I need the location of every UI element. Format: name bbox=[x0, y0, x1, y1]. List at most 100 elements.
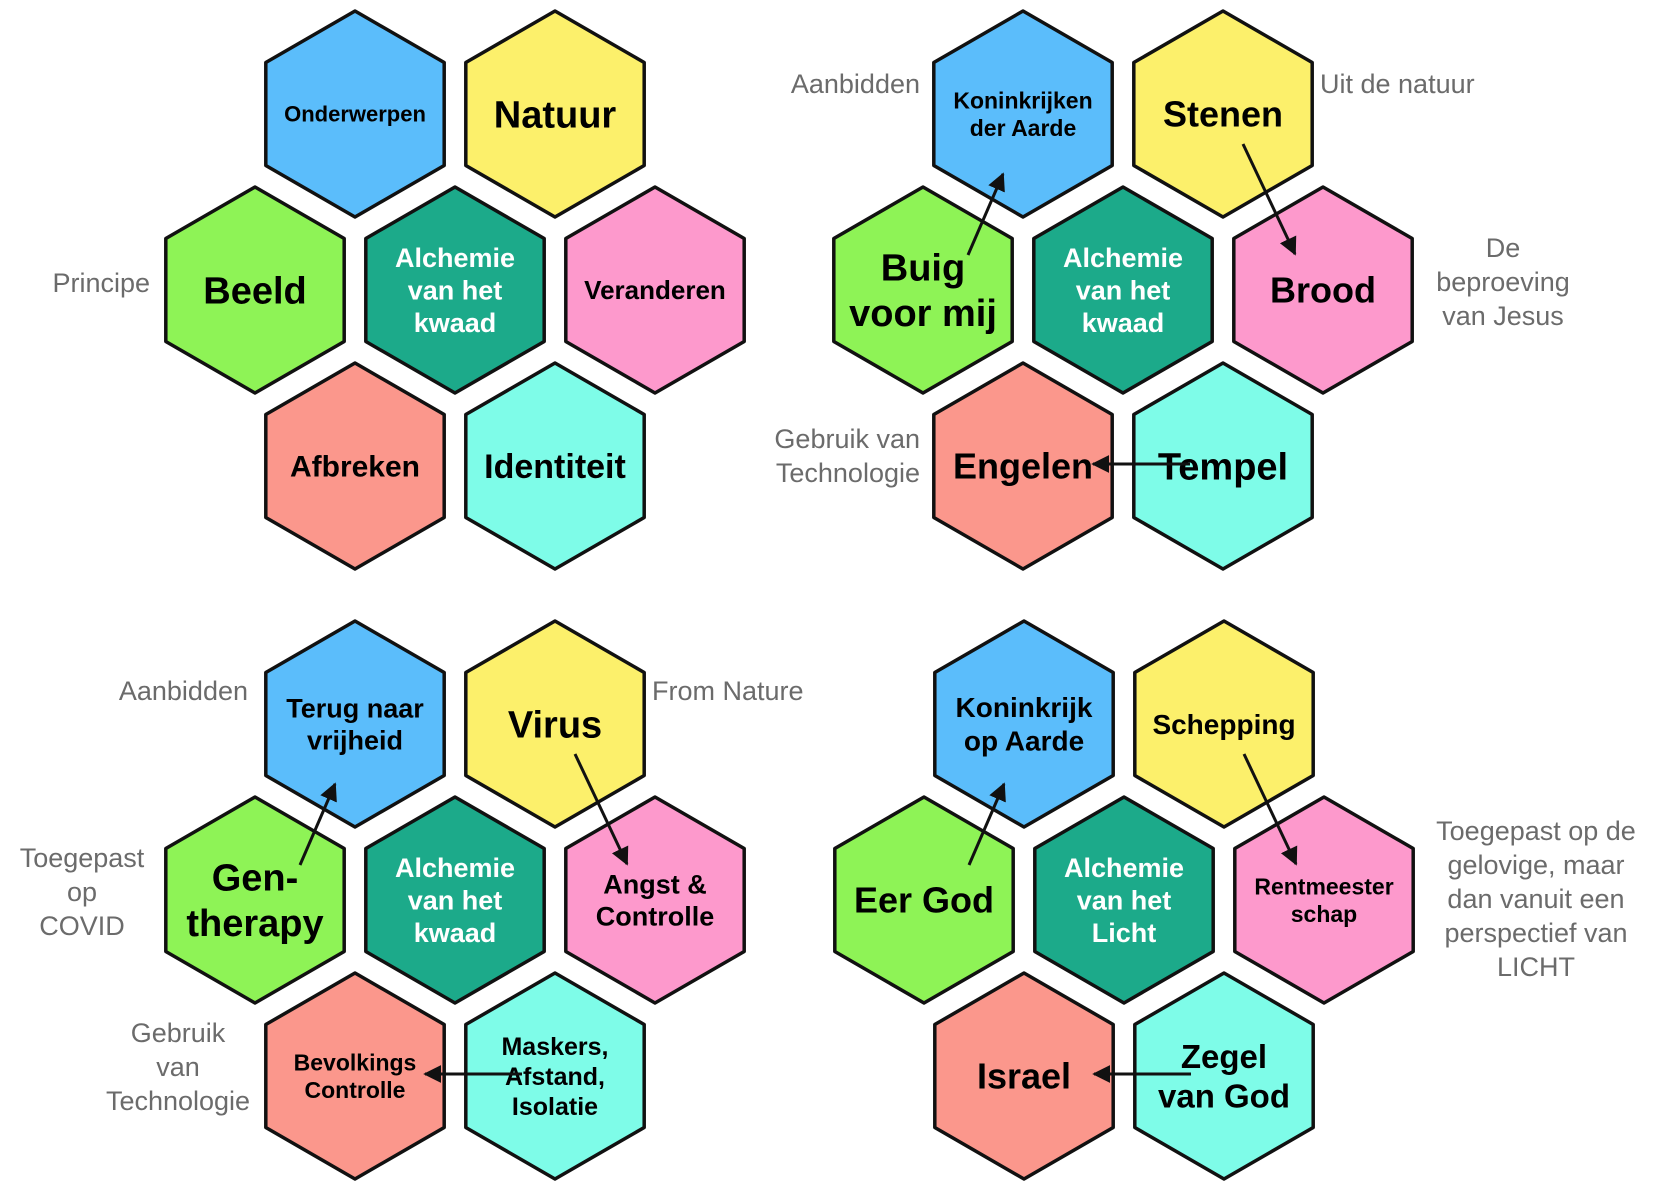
hex-label-line: Buig bbox=[881, 248, 965, 290]
hex-ml: Eer God bbox=[833, 795, 1015, 1005]
side-label-line: Technologie bbox=[776, 458, 920, 488]
arrow-tr-to-mr bbox=[1242, 753, 1298, 866]
hex-label-line: Alchemie bbox=[1064, 853, 1184, 883]
hex-shape bbox=[164, 185, 346, 395]
hex-shape bbox=[1133, 971, 1315, 1181]
side-label-bl: Gebruik van Technologie bbox=[774, 424, 920, 488]
hex-label-line: Zegel bbox=[1181, 1038, 1267, 1075]
hex-ml: Beeld bbox=[164, 185, 346, 395]
side-label-mr: De beproeving van Jesus bbox=[1436, 233, 1570, 331]
hex-shape bbox=[164, 795, 346, 1005]
hex-c: Alchemie van het Licht bbox=[1033, 795, 1215, 1005]
hex-label-line: Schepping bbox=[1152, 709, 1295, 740]
hex-label-line: Veranderen bbox=[584, 275, 726, 305]
hex-label-line: Maskers, bbox=[501, 1033, 608, 1061]
side-label-line: op bbox=[67, 877, 97, 907]
side-label-ml: Principe bbox=[52, 268, 150, 298]
hex-label: Koninkrijk op Aarde bbox=[956, 692, 1093, 757]
side-label-tl: Aanbidden bbox=[119, 676, 248, 706]
hex-shape bbox=[464, 971, 646, 1181]
hex-label-line: Licht bbox=[1092, 918, 1157, 948]
hex-label-line: van het bbox=[408, 275, 503, 305]
hex-tr: Stenen bbox=[1132, 9, 1314, 219]
hex-label-line: Tempel bbox=[1158, 446, 1288, 488]
hex-label: Natuur bbox=[494, 94, 617, 136]
hex-cluster-3: Terug naar vrijheid Virus Gen-therapy Alchem… bbox=[20, 619, 804, 1181]
hex-br: Maskers, Afstand, Isolatie bbox=[464, 971, 646, 1181]
hex-label: Onderwerpen bbox=[284, 102, 426, 127]
hex-bl: Bevolkings Controlle bbox=[264, 971, 446, 1181]
hex-tl: Koninkrijk op Aarde bbox=[933, 619, 1115, 829]
side-label-line: perspectief van bbox=[1444, 918, 1627, 948]
side-label-line: De bbox=[1486, 233, 1521, 263]
hex-label: Rentmeester schap bbox=[1254, 873, 1393, 927]
hex-mr: Brood bbox=[1232, 185, 1414, 395]
hex-label-line: Brood bbox=[1270, 270, 1376, 311]
hex-label-line: Alchemie bbox=[1063, 243, 1183, 273]
hex-label-line: Bevolkings bbox=[294, 1049, 417, 1075]
hex-label-line: Engelen bbox=[953, 446, 1093, 487]
hex-label-line: Gen- bbox=[212, 858, 299, 900]
hex-label-line: vrijheid bbox=[307, 726, 403, 756]
hex-label-line: der Aarde bbox=[970, 115, 1077, 141]
hex-label-line: van God bbox=[1158, 1077, 1290, 1114]
hex-label-line: kwaad bbox=[414, 308, 497, 338]
hex-br: Identiteit bbox=[464, 361, 646, 571]
hex-label: Schepping bbox=[1152, 709, 1295, 740]
hex-label-line: Israel bbox=[977, 1056, 1071, 1097]
hex-bl: Afbreken bbox=[264, 361, 446, 571]
side-label-line: van Jesus bbox=[1442, 301, 1564, 331]
hex-c: Alchemie van het kwaad bbox=[364, 185, 546, 395]
arrow-ml-to-tl bbox=[967, 782, 1006, 866]
hex-shape bbox=[932, 9, 1114, 219]
hex-c: Alchemie van het kwaad bbox=[364, 795, 546, 1005]
hex-label-line: Beeld bbox=[203, 270, 306, 312]
arrow-tr-to-mr bbox=[1241, 143, 1297, 256]
hex-shape bbox=[264, 619, 446, 829]
side-label-line: van bbox=[156, 1052, 200, 1082]
hex-cluster-2: Koninkrijken der Aarde Stenen Buig voor mij A… bbox=[774, 9, 1570, 571]
side-label-line: Toegepast bbox=[20, 843, 145, 873]
hex-tl: Onderwerpen bbox=[264, 9, 446, 219]
hex-label: Beeld bbox=[203, 270, 306, 312]
hex-label-line: Alchemie bbox=[395, 243, 515, 273]
side-label-tr: From Nature bbox=[652, 676, 804, 706]
hex-label: Koninkrijken der Aarde bbox=[953, 87, 1092, 141]
hex-cluster-4: Koninkrijk op Aarde Schepping Eer God Alchem… bbox=[833, 619, 1636, 1181]
side-label-line: beproeving bbox=[1436, 267, 1570, 297]
hex-br: Tempel bbox=[1132, 361, 1314, 571]
hex-tl: Koninkrijken der Aarde bbox=[932, 9, 1114, 219]
hex-label-line: van het bbox=[408, 886, 503, 916]
hex-label: Angst & Controlle bbox=[596, 869, 715, 931]
hex-shape bbox=[933, 619, 1115, 829]
hex-label: Tempel bbox=[1158, 446, 1288, 488]
hex-label-line: Alchemie bbox=[395, 853, 515, 883]
hex-label-line: Identiteit bbox=[484, 448, 626, 486]
hex-bl: Israel bbox=[933, 971, 1115, 1181]
hex-shape bbox=[933, 971, 1115, 1181]
side-label-line: Toegepast op de bbox=[1436, 816, 1636, 846]
hex-label: Israel bbox=[977, 1056, 1071, 1097]
hex-shape bbox=[464, 9, 646, 219]
hex-shape bbox=[364, 795, 546, 1005]
side-label-line: dan vanuit een bbox=[1447, 884, 1624, 914]
hex-label-line: Onderwerpen bbox=[284, 102, 426, 127]
side-label-line: Technologie bbox=[106, 1086, 250, 1116]
side-label-bl: Gebruik van Technologie bbox=[106, 1018, 250, 1116]
hex-label: Eer God bbox=[854, 880, 994, 921]
hex-ml: Buig voor mij bbox=[832, 185, 1014, 395]
hex-label-line: Eer God bbox=[854, 880, 994, 921]
hex-bl: Engelen bbox=[932, 361, 1114, 571]
hex-tl: Terug naar vrijheid bbox=[264, 619, 446, 829]
hex-label-line: Virus bbox=[508, 704, 602, 746]
hex-shape bbox=[1032, 185, 1214, 395]
hex-label-line: Angst & bbox=[603, 869, 707, 899]
hex-label-line: Afstand, bbox=[505, 1063, 605, 1091]
hex-tr: Schepping bbox=[1133, 619, 1315, 829]
hex-label: Brood bbox=[1270, 270, 1376, 311]
side-label-line: Principe bbox=[52, 268, 150, 298]
hex-ml: Gen-therapy bbox=[164, 795, 346, 1005]
hex-label-line: Rentmeester bbox=[1254, 873, 1393, 899]
hex-cluster-1: Onderwerpen Natuur Beeld Alchemie van het kwa… bbox=[52, 9, 746, 571]
hex-label-line: van het bbox=[1077, 886, 1172, 916]
